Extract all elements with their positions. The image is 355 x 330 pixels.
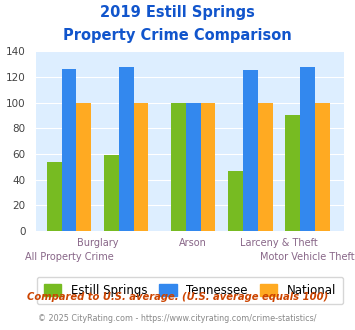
Bar <box>228 171 243 231</box>
Text: 2019 Estill Springs: 2019 Estill Springs <box>100 5 255 20</box>
Bar <box>315 103 329 231</box>
Text: Compared to U.S. average. (U.S. average equals 100): Compared to U.S. average. (U.S. average … <box>27 292 328 302</box>
Bar <box>47 162 62 231</box>
Legend: Estill Springs, Tennessee, National: Estill Springs, Tennessee, National <box>37 277 343 304</box>
Bar <box>201 103 215 231</box>
Bar <box>285 115 300 231</box>
Text: All Property Crime: All Property Crime <box>25 252 114 262</box>
Text: Burglary: Burglary <box>77 238 118 248</box>
Bar <box>133 103 148 231</box>
Bar <box>119 67 133 231</box>
Text: Motor Vehicle Theft: Motor Vehicle Theft <box>260 252 355 262</box>
Text: Larceny & Theft: Larceny & Theft <box>240 238 318 248</box>
Bar <box>104 155 119 231</box>
Bar <box>300 67 315 231</box>
Bar <box>186 103 201 231</box>
Bar <box>171 103 186 231</box>
Bar <box>243 70 258 231</box>
Bar <box>62 69 76 231</box>
Text: Property Crime Comparison: Property Crime Comparison <box>63 28 292 43</box>
Text: © 2025 CityRating.com - https://www.cityrating.com/crime-statistics/: © 2025 CityRating.com - https://www.city… <box>38 314 317 323</box>
Bar <box>258 103 273 231</box>
Text: Arson: Arson <box>179 238 207 248</box>
Bar <box>76 103 91 231</box>
